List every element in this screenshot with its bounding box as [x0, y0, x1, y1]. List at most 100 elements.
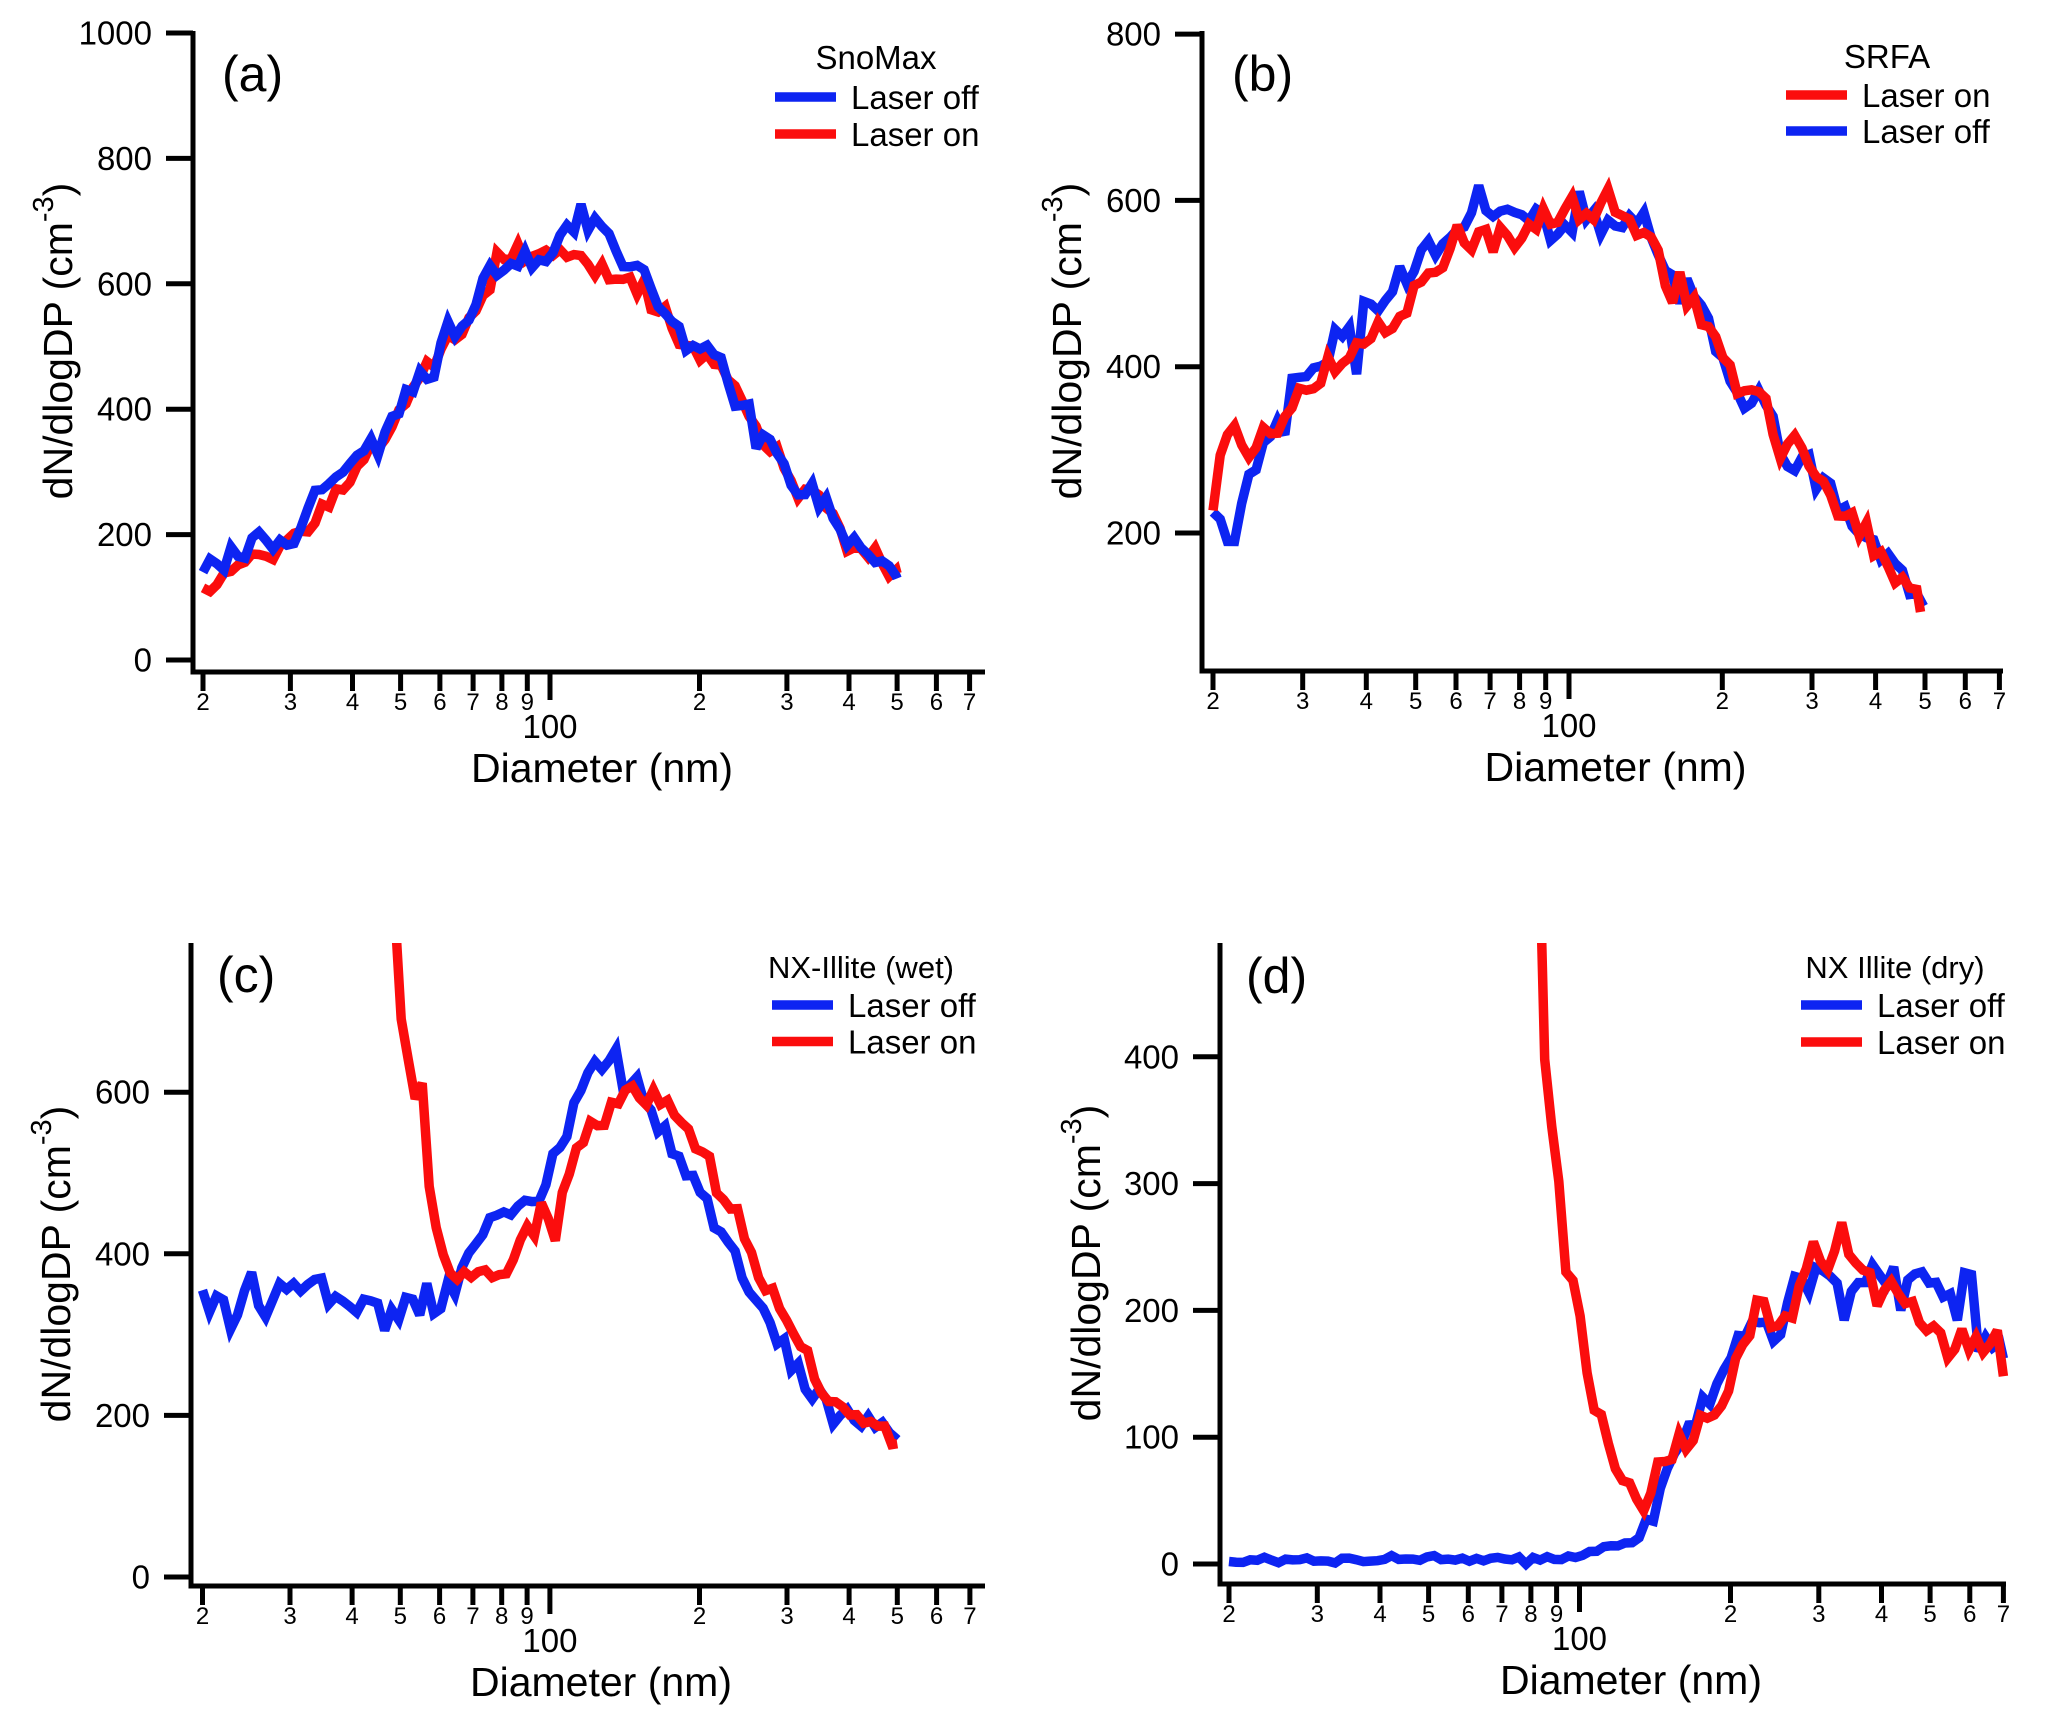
svg-text:2: 2: [693, 689, 706, 716]
svg-text:4: 4: [1373, 1601, 1386, 1628]
svg-text:(a): (a): [222, 46, 283, 102]
svg-text:8: 8: [1524, 1601, 1537, 1628]
svg-text:3: 3: [780, 689, 793, 716]
svg-text:Diameter (nm): Diameter (nm): [470, 1659, 732, 1705]
svg-text:4: 4: [345, 1603, 358, 1630]
svg-text:NX-Illite (wet): NX-Illite (wet): [768, 950, 954, 985]
svg-text:Laser off: Laser off: [848, 987, 977, 1024]
svg-text:5: 5: [394, 1603, 407, 1630]
svg-text:400: 400: [97, 391, 152, 428]
svg-text:400: 400: [1106, 348, 1161, 385]
svg-text:100: 100: [522, 708, 577, 745]
svg-text:(b): (b): [1232, 46, 1293, 102]
svg-text:2: 2: [1724, 1601, 1737, 1628]
svg-text:6: 6: [1963, 1601, 1976, 1628]
svg-text:6: 6: [1449, 688, 1462, 715]
svg-text:5: 5: [1422, 1601, 1435, 1628]
svg-text:600: 600: [1106, 182, 1161, 219]
svg-text:1000: 1000: [79, 15, 152, 52]
svg-text:0: 0: [134, 642, 152, 679]
svg-text:9: 9: [521, 689, 534, 716]
svg-text:6: 6: [433, 1603, 446, 1630]
svg-text:Laser off: Laser off: [1862, 113, 1991, 150]
svg-text:7: 7: [963, 689, 976, 716]
svg-text:8: 8: [495, 689, 508, 716]
svg-text:(d): (d): [1246, 948, 1307, 1004]
svg-text:7: 7: [1993, 688, 2006, 715]
svg-text:100: 100: [522, 1622, 577, 1659]
svg-text:dN/dlogDP (cm-3): dN/dlogDP (cm-3): [1037, 183, 1090, 500]
svg-text:600: 600: [97, 265, 152, 302]
svg-text:7: 7: [1997, 1601, 2010, 1628]
svg-text:6: 6: [1959, 688, 1972, 715]
svg-text:Laser on: Laser on: [848, 1024, 976, 1061]
svg-text:Laser on: Laser on: [1877, 1024, 2005, 1061]
svg-text:5: 5: [394, 689, 407, 716]
svg-text:5: 5: [1918, 688, 1931, 715]
svg-text:4: 4: [1875, 1601, 1888, 1628]
svg-text:6: 6: [930, 689, 943, 716]
svg-text:300: 300: [1124, 1165, 1179, 1202]
svg-text:Laser on: Laser on: [851, 116, 979, 153]
svg-text:7: 7: [963, 1603, 976, 1630]
svg-text:6: 6: [1462, 1601, 1475, 1628]
svg-text:8: 8: [495, 1603, 508, 1630]
svg-text:9: 9: [1539, 688, 1552, 715]
svg-text:3: 3: [780, 1603, 793, 1630]
svg-text:2: 2: [1716, 688, 1729, 715]
svg-text:3: 3: [284, 689, 297, 716]
svg-text:200: 200: [97, 516, 152, 553]
svg-text:2: 2: [1206, 688, 1219, 715]
svg-text:6: 6: [930, 1603, 943, 1630]
svg-text:Diameter (nm): Diameter (nm): [1500, 1657, 1762, 1703]
svg-text:0: 0: [132, 1559, 150, 1596]
svg-text:Diameter (nm): Diameter (nm): [1485, 744, 1747, 790]
svg-text:9: 9: [520, 1603, 533, 1630]
svg-text:2: 2: [196, 689, 209, 716]
svg-text:Laser on: Laser on: [1862, 77, 1990, 114]
svg-text:8: 8: [1513, 688, 1526, 715]
svg-text:800: 800: [97, 140, 152, 177]
svg-text:5: 5: [1409, 688, 1422, 715]
svg-text:dN/dlogDP (cm-3): dN/dlogDP (cm-3): [28, 183, 81, 500]
svg-text:3: 3: [1805, 688, 1818, 715]
svg-text:7: 7: [1483, 688, 1496, 715]
svg-text:4: 4: [1869, 688, 1882, 715]
svg-text:SRFA: SRFA: [1844, 38, 1930, 75]
svg-text:(c): (c): [217, 947, 275, 1003]
svg-text:4: 4: [1360, 688, 1373, 715]
svg-text:5: 5: [891, 1603, 904, 1630]
svg-text:SnoMax: SnoMax: [815, 39, 937, 76]
svg-text:7: 7: [466, 1603, 479, 1630]
svg-text:800: 800: [1106, 16, 1161, 53]
svg-text:dN/dlogDP (cm-3): dN/dlogDP (cm-3): [1056, 1105, 1109, 1422]
svg-text:3: 3: [283, 1603, 296, 1630]
svg-text:7: 7: [1495, 1601, 1508, 1628]
svg-text:100: 100: [1541, 707, 1596, 744]
svg-text:400: 400: [95, 1235, 150, 1272]
svg-text:5: 5: [890, 689, 903, 716]
svg-text:100: 100: [1552, 1620, 1607, 1657]
svg-text:2: 2: [1222, 1601, 1235, 1628]
svg-text:3: 3: [1296, 688, 1309, 715]
svg-text:3: 3: [1812, 1601, 1825, 1628]
svg-text:3: 3: [1311, 1601, 1324, 1628]
svg-text:200: 200: [1106, 515, 1161, 552]
svg-text:7: 7: [466, 689, 479, 716]
svg-text:2: 2: [693, 1603, 706, 1630]
svg-text:dN/dlogDP (cm-3): dN/dlogDP (cm-3): [26, 1106, 79, 1423]
svg-text:Laser off: Laser off: [851, 79, 980, 116]
svg-text:100: 100: [1124, 1419, 1179, 1456]
svg-text:600: 600: [95, 1074, 150, 1111]
svg-text:6: 6: [433, 689, 446, 716]
svg-text:Laser off: Laser off: [1877, 987, 2006, 1024]
svg-text:0: 0: [1161, 1546, 1179, 1583]
svg-text:Diameter (nm): Diameter (nm): [471, 745, 733, 791]
svg-text:4: 4: [842, 689, 855, 716]
svg-text:400: 400: [1124, 1038, 1179, 1075]
svg-text:5: 5: [1923, 1601, 1936, 1628]
svg-text:4: 4: [842, 1603, 855, 1630]
svg-text:200: 200: [1124, 1292, 1179, 1329]
svg-text:9: 9: [1550, 1601, 1563, 1628]
svg-text:2: 2: [196, 1603, 209, 1630]
